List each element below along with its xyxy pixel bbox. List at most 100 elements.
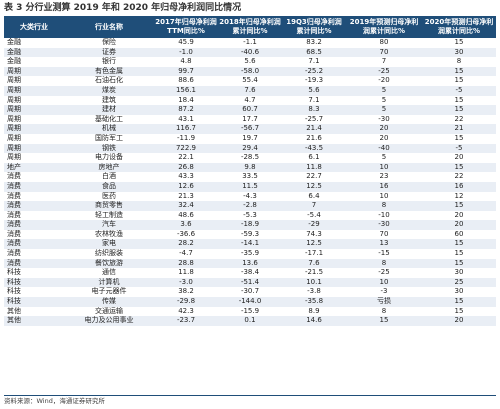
source-note: 资料来源：Wind，海通证券研究所 bbox=[4, 397, 105, 405]
table-row: 周期 基础化工 43.1 17.7 -25.7 -30 22 bbox=[4, 114, 496, 125]
cell-19q3: 7 bbox=[282, 201, 346, 211]
table-row: 周期 国防军工 -11.9 19.7 21.6 20 15 bbox=[4, 133, 496, 144]
table-row: 金融 银行 4.8 5.6 7.1 7 8 bbox=[4, 57, 496, 67]
table-row: 周期 有色金属 99.7 -58.0 -25.2 -25 15 bbox=[4, 66, 496, 77]
cell-2020f: 22 bbox=[422, 172, 496, 182]
cell-2020f: 60 bbox=[422, 229, 496, 240]
cell-2020f: 22 bbox=[422, 114, 496, 125]
cell-2020f: 16 bbox=[422, 181, 496, 192]
cell-19q3: -5.4 bbox=[282, 210, 346, 221]
cell-2018: -59.3 bbox=[218, 229, 282, 240]
table-row: 周期 建材 87.2 60.7 8.3 5 15 bbox=[4, 105, 496, 115]
cell-2020f: 25 bbox=[422, 277, 496, 288]
cell-2018: 17.7 bbox=[218, 114, 282, 125]
cell-19q3: 11.8 bbox=[282, 162, 346, 173]
cell-2017: 22.1 bbox=[154, 153, 218, 163]
cell-2018: 55.4 bbox=[218, 76, 282, 86]
cell-2017: -11.9 bbox=[154, 133, 218, 144]
cell-2018: 60.7 bbox=[218, 105, 282, 115]
cell-industry-name: 商贸零售 bbox=[64, 201, 154, 211]
cell-2019f: 10 bbox=[346, 191, 422, 202]
cell-19q3: 12.5 bbox=[282, 181, 346, 192]
cell-major-industry: 金融 bbox=[4, 38, 64, 48]
cell-major-industry: 周期 bbox=[4, 133, 64, 144]
cell-2018: 33.5 bbox=[218, 172, 282, 182]
cell-2020f: 30 bbox=[422, 287, 496, 298]
cell-major-industry: 科技 bbox=[4, 287, 64, 298]
cell-19q3: 10.1 bbox=[282, 277, 346, 288]
cell-2020f: 20 bbox=[422, 220, 496, 230]
table-row: 消费 家电 28.2 -14.1 12.5 13 15 bbox=[4, 239, 496, 250]
cell-2017: 722.9 bbox=[154, 143, 218, 154]
table-row: 周期 钢铁 722.9 29.4 -43.5 -40 -5 bbox=[4, 143, 496, 154]
cell-major-industry: 其他 bbox=[4, 306, 64, 317]
cell-major-industry: 消费 bbox=[4, 220, 64, 230]
cell-2020f: 30 bbox=[422, 268, 496, 278]
cell-2017: 12.6 bbox=[154, 181, 218, 192]
cell-2019f: 80 bbox=[346, 38, 422, 48]
table-row: 周期 建筑 18.4 4.7 7.1 5 15 bbox=[4, 95, 496, 106]
cell-2019f: 15 bbox=[346, 316, 422, 326]
cell-major-industry: 消费 bbox=[4, 258, 64, 269]
cell-major-industry: 消费 bbox=[4, 181, 64, 192]
cell-2018: -5.3 bbox=[218, 210, 282, 221]
cell-major-industry: 科技 bbox=[4, 268, 64, 278]
cell-major-industry: 消费 bbox=[4, 249, 64, 259]
cell-industry-name: 电子元器件 bbox=[64, 287, 154, 298]
cell-2017: 42.3 bbox=[154, 306, 218, 317]
table-title: 表 3 分行业测算 2019 年和 2020 年归母净利润同比情况 bbox=[4, 3, 242, 13]
cell-2019f: -20 bbox=[346, 76, 422, 86]
cell-2019f: -25 bbox=[346, 268, 422, 278]
cell-19q3: -17.1 bbox=[282, 249, 346, 259]
cell-industry-name: 银行 bbox=[64, 57, 154, 67]
cell-2020f: 15 bbox=[422, 249, 496, 259]
cell-2017: 11.8 bbox=[154, 268, 218, 278]
table-row: 科技 电子元器件 38.2 -30.7 -3.8 -3 30 bbox=[4, 287, 496, 298]
cell-2019f: 8 bbox=[346, 201, 422, 211]
cell-industry-name: 计算机 bbox=[64, 277, 154, 288]
cell-major-industry: 周期 bbox=[4, 76, 64, 86]
table-row: 周期 煤炭 156.1 7.6 5.6 5 -5 bbox=[4, 85, 496, 96]
table-row: 消费 餐饮旅游 28.8 13.6 7.6 8 15 bbox=[4, 258, 496, 269]
cell-2019f: 10 bbox=[346, 277, 422, 288]
cell-2017: 32.4 bbox=[154, 201, 218, 211]
table-row: 消费 白酒 43.3 33.5 22.7 23 22 bbox=[4, 172, 496, 182]
cell-major-industry: 周期 bbox=[4, 95, 64, 106]
cell-2017: -1.0 bbox=[154, 47, 218, 58]
cell-19q3: 5.6 bbox=[282, 85, 346, 96]
table-row: 消费 轻工制造 48.6 -5.3 -5.4 -10 20 bbox=[4, 210, 496, 221]
cell-2019f: 5 bbox=[346, 85, 422, 96]
cell-2019f: 16 bbox=[346, 181, 422, 192]
header-industry-name: 行业名称 bbox=[64, 16, 154, 38]
cell-major-industry: 地产 bbox=[4, 162, 64, 173]
cell-2019f: 7 bbox=[346, 57, 422, 67]
cell-2017: 28.2 bbox=[154, 239, 218, 250]
cell-2020f: -5 bbox=[422, 85, 496, 96]
cell-2020f: 20 bbox=[422, 210, 496, 221]
cell-2020f: 15 bbox=[422, 105, 496, 115]
cell-2017: 4.8 bbox=[154, 57, 218, 67]
header-2017-growth: 2017年归母净利润TTM同比% bbox=[154, 16, 218, 38]
cell-major-industry: 科技 bbox=[4, 277, 64, 288]
cell-2017: 28.8 bbox=[154, 258, 218, 269]
cell-19q3: -21.5 bbox=[282, 268, 346, 278]
cell-2018: -30.7 bbox=[218, 287, 282, 298]
cell-2018: 19.7 bbox=[218, 133, 282, 144]
cell-2019f: -25 bbox=[346, 66, 422, 77]
table-row: 消费 医药 21.3 -4.3 6.4 10 12 bbox=[4, 191, 496, 202]
cell-19q3: 8.3 bbox=[282, 105, 346, 115]
cell-2019f: -10 bbox=[346, 210, 422, 221]
cell-major-industry: 金融 bbox=[4, 57, 64, 67]
cell-2017: -4.7 bbox=[154, 249, 218, 259]
cell-2020f: 15 bbox=[422, 66, 496, 77]
cell-2018: 29.4 bbox=[218, 143, 282, 154]
cell-19q3: 6.1 bbox=[282, 153, 346, 163]
table-row: 科技 计算机 -3.0 -51.4 10.1 10 25 bbox=[4, 277, 496, 288]
cell-industry-name: 轻工制造 bbox=[64, 210, 154, 221]
cell-2019f: 20 bbox=[346, 124, 422, 134]
cell-2018: -144.0 bbox=[218, 297, 282, 307]
cell-19q3: 7.1 bbox=[282, 57, 346, 67]
cell-2017: -36.6 bbox=[154, 229, 218, 240]
cell-2018: -40.6 bbox=[218, 47, 282, 58]
cell-19q3: -43.5 bbox=[282, 143, 346, 154]
